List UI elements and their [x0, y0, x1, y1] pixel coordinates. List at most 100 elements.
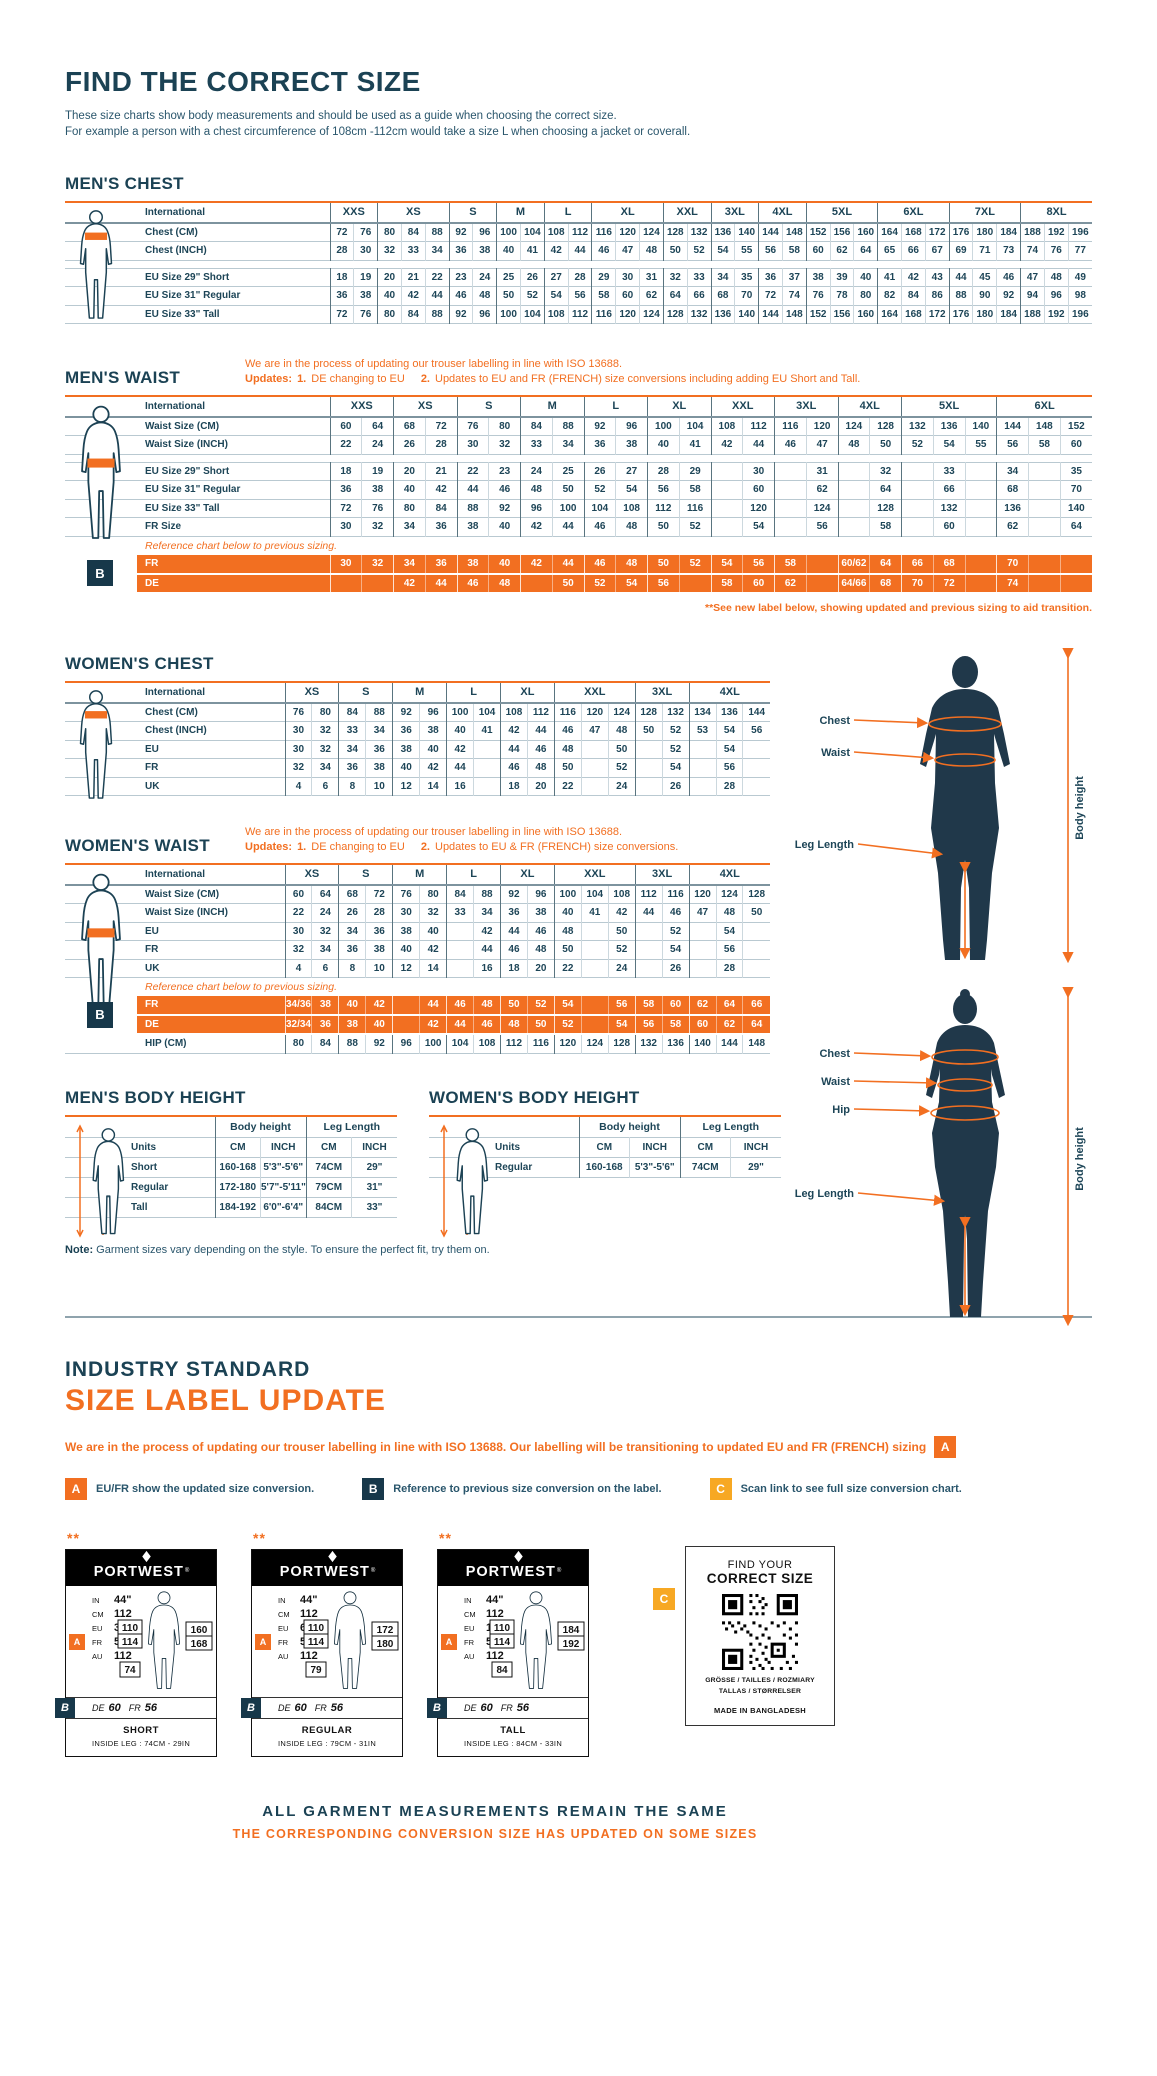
column-header: International — [145, 686, 206, 698]
label-inside-leg: INSIDE LEG : 84CM - 33IN — [463, 1738, 563, 1748]
row-label: EU Size 33" Tall — [145, 502, 220, 514]
badge-b: B — [87, 1001, 113, 1028]
previous-size-row: B DE 60 FR 56 — [241, 1697, 402, 1719]
row-label: UK — [145, 962, 160, 974]
row-label: EU Size 29" Short — [145, 271, 230, 283]
updates-line: Updates: 1. DE changing to EU 2. Updates to … — [245, 841, 679, 854]
mens-waist-heading: MEN'S WAIST — [65, 368, 181, 388]
svg-text:180: 180 — [377, 1639, 394, 1650]
female-measure-lines — [853, 987, 1074, 1327]
portwest-logo: PORTWEST ® — [66, 1549, 216, 1586]
male-height-icon — [76, 1124, 125, 1238]
table-row: Reference chart below to previous sizing… — [65, 978, 770, 997]
table-row: DE 42 44 46 48 50 52 54 56 58 60 62 64/66 68 70 72 74 — [65, 573, 1092, 594]
table-row: Regular 172-180 5'7"-5'11" 79CM 31" — [65, 1177, 397, 1198]
label-stars: ** — [439, 1529, 452, 1546]
body-height-row: MEN'S BODY HEIGHT Body height Leg Length U… — [65, 1087, 1092, 1238]
badge-b: B — [87, 560, 113, 587]
womens-waist-header: WOMEN'S WAIST We are in the process of u… — [65, 826, 770, 856]
size-group-header: S — [338, 682, 393, 703]
male-waist-label: Waist — [821, 747, 850, 759]
table-row: Chest (CM) 72 76 80 84 88 92 96 100 104 108 112 116 1… — [65, 222, 1092, 242]
table-row: UK 4 6 8 10 12 14 16 18 20 22 24 26 28 — [65, 959, 770, 978]
size-group-header: XS — [284, 682, 339, 703]
svg-text:114: 114 — [122, 1637, 139, 1648]
size-group-header: S — [456, 396, 521, 417]
row-label: EU Size 29" Short — [145, 465, 230, 477]
row-label: HIP (CM) — [145, 1038, 187, 1050]
row-label: FR Size — [145, 521, 182, 533]
row-label: Waist Size (INCH) — [145, 907, 228, 919]
previous-size-row: B DE 60 FR 56 — [427, 1697, 588, 1719]
label-size-row: CM 112 — [92, 1607, 132, 1620]
logo-diamond-icon — [328, 1550, 337, 1563]
table-row: Waist Size (INCH) 22 24 26 28 30 32 33 34 36 38 40 4… — [65, 903, 770, 923]
table-row: Chest (CM) 76 80 84 88 92 96 100 104 108 112 116 120… — [65, 702, 770, 722]
column-header: International — [145, 400, 206, 412]
badge-c: C — [709, 1477, 732, 1500]
size-group-header: M — [392, 864, 447, 885]
legend: A EU/FR show the updated size conversion.… — [65, 1477, 1092, 1500]
size-group-header: XS — [393, 396, 457, 417]
womens-body-height-heading: WOMEN'S BODY HEIGHT — [429, 1087, 640, 1107]
logo-diamond-icon — [142, 1550, 151, 1563]
logo-diamond-icon — [514, 1550, 523, 1563]
reference-note: Reference chart below to previous sizing… — [145, 981, 338, 994]
table-row: FR 32 34 36 38 40 42 44 46 48 50 52 54 56 — [65, 940, 770, 960]
page-title: FIND THE CORRECT SIZE — [65, 66, 421, 97]
table-row: Chest (INCH) 28 30 32 33 34 36 38 40 41 42 44 46 47 48… — [65, 241, 1092, 261]
measure-group-header: Body height — [214, 1115, 306, 1138]
womens-body-height-section: WOMEN'S BODY HEIGHT Body height Leg Lengt… — [429, 1087, 781, 1238]
label-size-row: IN 44" — [92, 1593, 132, 1606]
size-group-header: 3XL — [634, 682, 690, 703]
badge-a: A — [69, 1633, 85, 1650]
size-table: International XXS XS S M L XL XXL 3XL 4XL 5XL 6XL 7X… — [65, 201, 1092, 324]
female-waist-label: Waist — [821, 1076, 850, 1088]
badge-a: A — [934, 1435, 957, 1458]
womens-waist-heading: WOMEN'S WAIST — [65, 836, 210, 856]
table-row: EU 30 32 34 36 38 40 42 44 46 48 50 52 54 — [65, 740, 770, 759]
size-table: International XXS XS S M L XL XXL 3XL 4XL 5XL 6XL Wa… — [65, 395, 1092, 594]
footer-line-2: THE CORRESPONDING CONVERSION SIZE HAS UP… — [232, 1826, 758, 1841]
legend-item-c: C Scan link to see full size conversion c… — [709, 1477, 962, 1500]
label-stars: ** — [67, 1529, 80, 1546]
footer-line-1: ALL GARMENT MEASUREMENTS REMAIN THE SAME — [262, 1802, 728, 1820]
badge-a: A — [255, 1633, 271, 1650]
table-row: EU Size 33" Tall 72 76 80 84 88 92 96 100 104 108 1… — [65, 499, 1092, 518]
size-group-header: 3XL — [634, 864, 690, 885]
svg-text:184: 184 — [563, 1625, 580, 1636]
size-group-header: XXS — [329, 396, 394, 417]
row-label: Regular — [495, 1161, 533, 1173]
qr-code[interactable] — [722, 1593, 798, 1670]
female-body-height-label: Body height — [1074, 1127, 1086, 1191]
row-label: Chest (CM) — [145, 706, 198, 718]
row-label: EU Size 31" Regular — [145, 484, 241, 496]
row-label: EU — [145, 743, 159, 755]
womens-chest-section: WOMEN'S CHEST International XS S M L XL XXL 3XL… — [65, 654, 770, 799]
size-group-header: M — [496, 202, 545, 223]
measure-group-header: Leg Length — [305, 1115, 397, 1138]
mens-chest-heading: MEN'S CHEST — [65, 174, 184, 194]
table-row: UK 4 6 8 10 12 14 16 18 20 22 24 26 28 — [65, 777, 770, 796]
svg-text:192: 192 — [563, 1639, 580, 1650]
mens-waist-header: MEN'S WAIST We are in the process of upd… — [65, 358, 1092, 388]
size-group-header: XXL — [662, 202, 711, 223]
legend-item-b: B Reference to previous size conversion o… — [362, 1477, 662, 1500]
svg-text:114: 114 — [494, 1637, 511, 1648]
mens-body-height-heading: MEN'S BODY HEIGHT — [65, 1087, 246, 1107]
size-group-header: M — [520, 396, 584, 417]
size-group-header: L — [583, 396, 648, 417]
size-group-header: 3XL — [774, 396, 838, 417]
male-body-height-label: Body height — [1074, 776, 1086, 840]
row-label: DE — [65, 573, 330, 594]
table-row: EU Size 31" Regular 36 38 40 42 44 46 48 50 52 54 5… — [65, 480, 1092, 500]
male-leg-length-label: Leg Length — [795, 839, 855, 851]
table-header-row: International XS S M L XL XXL 3XL 4XL — [65, 864, 770, 885]
table-row: DE 32/34 36 38 40 42 44 46 48 50 52 54 56 58 60 62 64 — [65, 1014, 770, 1035]
table-row: Short 160-168 5'3"-5'6" 74CM 29" — [65, 1157, 397, 1178]
label-size-row: IN 44" — [278, 1593, 318, 1606]
fit-note: Note: Garment sizes vary depending on th… — [65, 1243, 490, 1256]
table-row: Chest (INCH) 30 32 33 34 36 38 40 41 42 44 46 47 48 50… — [65, 721, 770, 741]
